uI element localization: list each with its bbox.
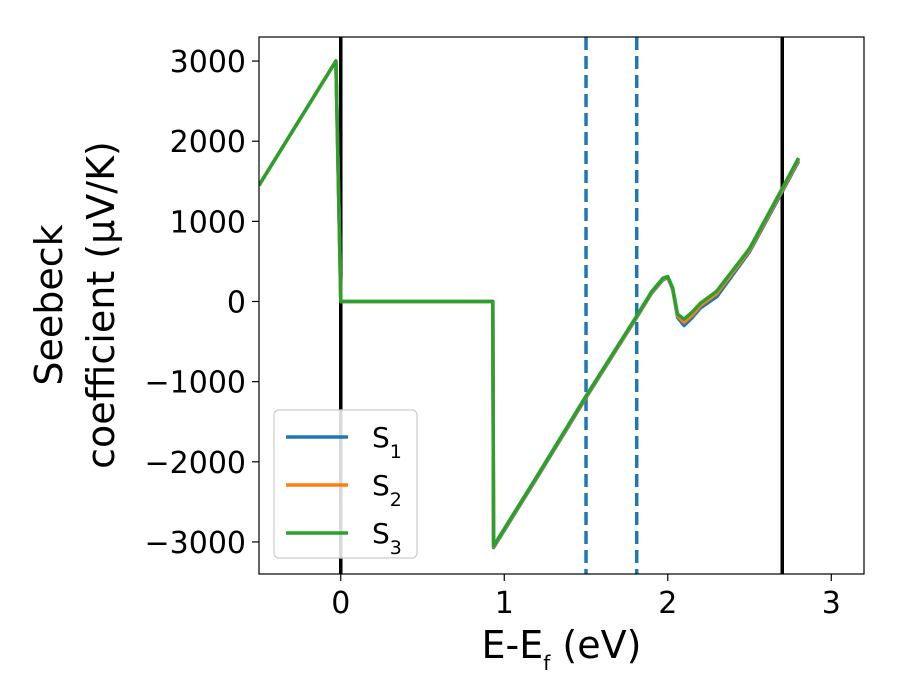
y-tick-label: −2000	[145, 446, 246, 481]
y-tick-label: 3000	[170, 45, 246, 80]
legend: S1 S2 S3	[273, 409, 418, 559]
series-line-S3	[259, 59, 801, 548]
legend-label-S1: S1	[372, 421, 402, 463]
y-tick-label: 2000	[170, 125, 246, 160]
x-axis-title-main: E-E	[482, 623, 544, 667]
legend-label-S2: S2	[372, 469, 402, 511]
y-tick-label: −3000	[145, 526, 246, 561]
x-axis-title-sub: f	[543, 651, 551, 675]
x-axis-ticks: 0 1 2 3	[331, 574, 841, 621]
x-tick-label: 1	[495, 586, 514, 621]
legend-label-S3: S3	[372, 517, 402, 559]
x-tick-label: 2	[658, 586, 677, 621]
y-axis-title-line1: Seebeck	[27, 224, 71, 385]
y-axis-title: Seebeck coefficient (μV/K)	[27, 141, 123, 469]
y-tick-label: 1000	[170, 205, 246, 240]
x-axis-title-unit: (eV)	[550, 623, 641, 667]
y-axis-title-line2: coefficient (μV/K)	[79, 141, 123, 469]
series-layer	[259, 59, 801, 550]
y-tick-label: −1000	[145, 366, 246, 401]
x-tick-label: 3	[822, 586, 841, 621]
y-tick-label: 0	[227, 285, 246, 320]
plot-frame	[258, 36, 865, 575]
y-axis-ticks: −3000 −2000 −1000 0 1000 2000 3000	[145, 45, 259, 561]
x-axis-title: E-Ef (eV)	[482, 623, 642, 675]
x-tick-label: 0	[331, 586, 350, 621]
